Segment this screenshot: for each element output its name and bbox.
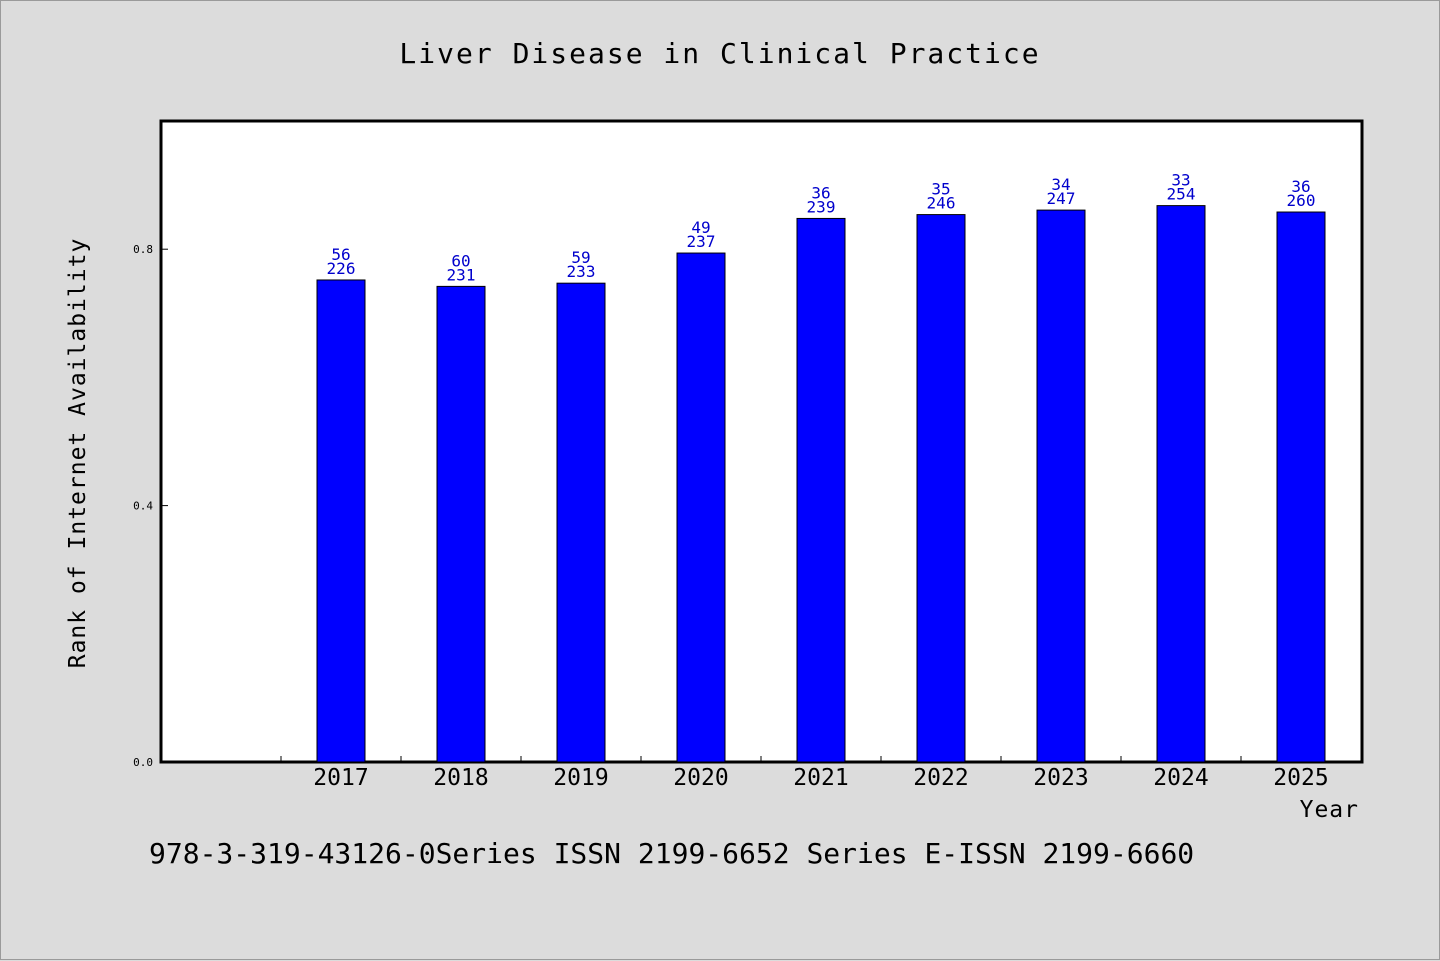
bar-2025 — [1276, 211, 1326, 763]
bar-label-top-2021: 36 — [811, 183, 830, 202]
x-tick-label-2024: 2024 — [1153, 765, 1208, 791]
bar-2024 — [1156, 205, 1206, 763]
x-tick-label-2025: 2025 — [1273, 765, 1328, 791]
y-tick-label: 0.8 — [133, 243, 153, 256]
bar-label-bottom-2024: 254 — [1167, 185, 1196, 204]
footer-isbn-issn: 978-3-319-43126-0Series ISSN 2199-6652 S… — [149, 837, 1194, 870]
x-tick-label-2017: 2017 — [313, 765, 368, 791]
bar-label-top-2020: 49 — [691, 218, 710, 237]
bar-label-bottom-2025: 260 — [1287, 191, 1316, 210]
bar-label-top-2019: 59 — [571, 248, 590, 267]
x-tick-label-2020: 2020 — [673, 765, 728, 791]
bar-2023 — [1036, 209, 1086, 763]
bar-label-bottom-2020: 237 — [687, 232, 716, 251]
y-tick-label: 0.4 — [133, 500, 153, 513]
x-tick-label-2023: 2023 — [1033, 765, 1088, 791]
y-axis-ticks: 0.0 0.4 0.8 — [133, 243, 168, 769]
bar-label-bottom-2019: 233 — [567, 262, 596, 281]
bars-group — [316, 205, 1326, 763]
bar-2018 — [436, 285, 486, 763]
x-axis-ticks: 2017 2018 2019 2020 2021 2022 2023 2024 2025 — [280, 756, 1362, 791]
bar-2020 — [676, 252, 726, 763]
bar-label-top-2023: 34 — [1051, 175, 1070, 194]
bar-label-top-2022: 35 — [931, 180, 950, 199]
x-tick-label-2019: 2019 — [553, 765, 608, 791]
bar-label-top-2024: 33 — [1171, 171, 1190, 190]
bar-label-bottom-2022: 246 — [927, 194, 956, 213]
bar-2019 — [556, 282, 606, 763]
x-tick-label-2018: 2018 — [433, 765, 488, 791]
bar-label-bottom-2023: 247 — [1047, 189, 1076, 208]
y-tick-label: 0.0 — [133, 756, 153, 769]
x-tick-label-2022: 2022 — [913, 765, 968, 791]
bar-2022 — [916, 214, 966, 763]
bar-label-top-2018: 60 — [451, 251, 470, 270]
x-tick-label-2021: 2021 — [793, 765, 848, 791]
bar-label-bottom-2017: 226 — [327, 259, 356, 278]
bar-label-top-2017: 56 — [331, 245, 350, 264]
x-axis-label: Year — [1300, 797, 1359, 823]
bar-label-top-2025: 36 — [1291, 177, 1310, 196]
chart-title: Liver Disease in Clinical Practice — [399, 37, 1040, 70]
bar-2017 — [316, 279, 366, 763]
y-axis-label: Rank of Internet Availability — [65, 238, 91, 669]
bar-label-bottom-2021: 239 — [807, 197, 836, 216]
bar-label-bottom-2018: 231 — [447, 265, 476, 284]
bar-2021 — [796, 217, 846, 763]
